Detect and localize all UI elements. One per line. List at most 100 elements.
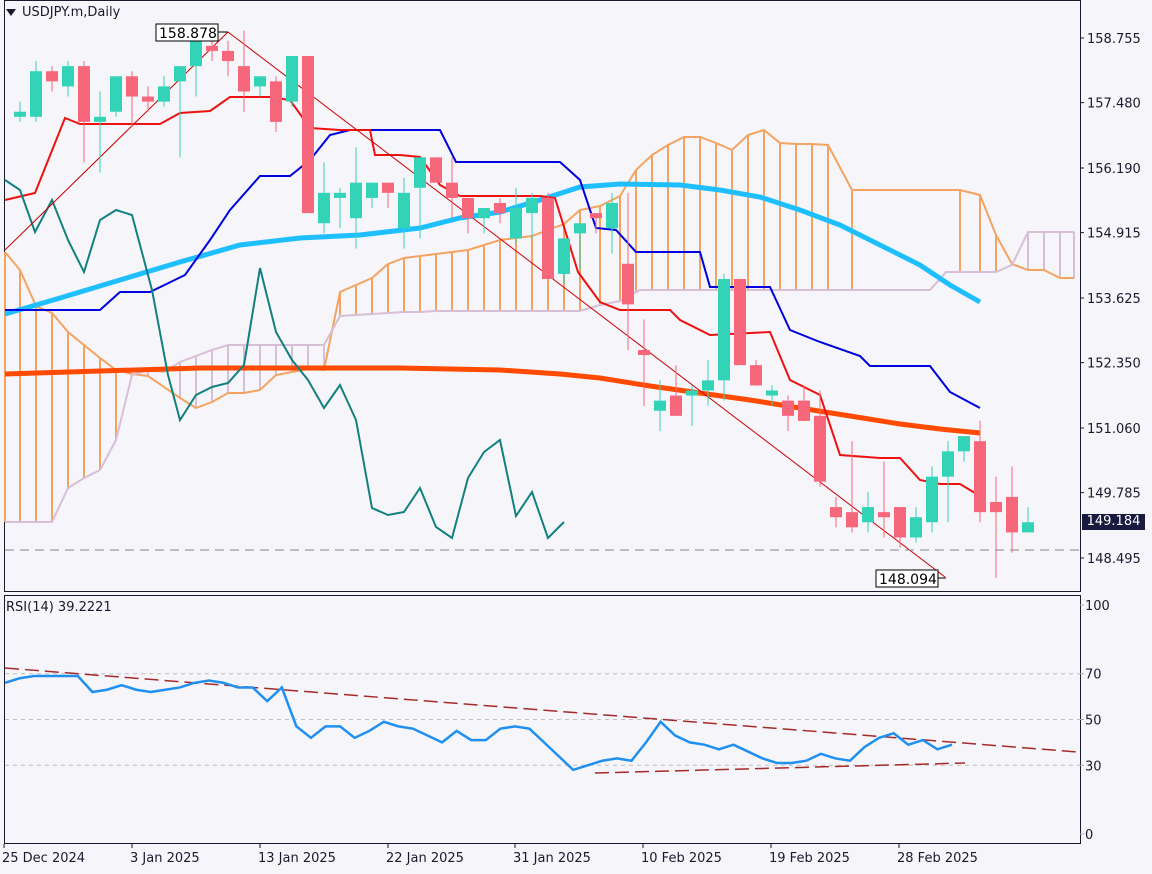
- candle-body[interactable]: [254, 76, 266, 87]
- candle-body[interactable]: [62, 66, 74, 87]
- ma-slow-line: [4, 365, 981, 436]
- candle-body[interactable]: [974, 441, 986, 513]
- candle-body[interactable]: [718, 278, 730, 381]
- downtrend-line: [227, 31, 946, 578]
- candle-body[interactable]: [606, 202, 618, 229]
- candle-body[interactable]: [862, 507, 874, 523]
- candle-body[interactable]: [734, 278, 746, 366]
- candle-body[interactable]: [14, 111, 26, 117]
- low-annotation: 148.094: [879, 572, 937, 588]
- candle-body[interactable]: [638, 349, 650, 356]
- price-axis-label: 152.350: [1087, 357, 1141, 372]
- candle-body[interactable]: [446, 182, 458, 198]
- kijun-sen-line: [5, 129, 981, 409]
- candle-body[interactable]: [926, 476, 938, 523]
- candle-body[interactable]: [542, 197, 554, 279]
- candle-body[interactable]: [1006, 496, 1018, 533]
- chart-title[interactable]: USDJPY.m,Daily: [6, 5, 120, 20]
- candle-body[interactable]: [622, 263, 634, 305]
- triangle-down-icon[interactable]: [6, 9, 16, 16]
- candle-body[interactable]: [398, 192, 410, 229]
- candle-body[interactable]: [830, 507, 842, 518]
- candle-body[interactable]: [206, 45, 218, 51]
- candle-body[interactable]: [462, 197, 474, 219]
- candle-body[interactable]: [366, 182, 378, 198]
- rsi-indicator-label: RSI(14) 39.2221: [6, 600, 112, 615]
- senkou-span-a-line: [4, 128, 1074, 410]
- candle-body[interactable]: [126, 76, 138, 97]
- candle-body[interactable]: [222, 50, 234, 62]
- candle-body[interactable]: [158, 86, 170, 102]
- rsi-axis-label: 70: [1085, 668, 1102, 683]
- candle-body[interactable]: [78, 66, 90, 122]
- candle-body[interactable]: [590, 213, 602, 219]
- candle-body[interactable]: [94, 116, 106, 122]
- candle-body[interactable]: [302, 55, 314, 214]
- high-annotation: 158.878: [159, 26, 217, 42]
- price-axis-label: 151.060: [1087, 422, 1141, 437]
- candle-body[interactable]: [894, 507, 906, 538]
- candle-body[interactable]: [958, 436, 970, 452]
- candle-body[interactable]: [846, 512, 858, 528]
- rsi-line: [4, 674, 953, 772]
- time-axis-label: 28 Feb 2025: [897, 851, 978, 866]
- price-axis-label: 148.495: [1087, 552, 1141, 567]
- candle-body[interactable]: [670, 395, 682, 416]
- candle-body[interactable]: [110, 76, 122, 112]
- candle-body[interactable]: [46, 71, 58, 82]
- candle-body[interactable]: [878, 512, 890, 518]
- candle-body[interactable]: [478, 208, 490, 219]
- candle-body[interactable]: [990, 501, 1002, 513]
- candle-body[interactable]: [782, 400, 794, 416]
- rsi-axis-label: 0: [1085, 828, 1093, 843]
- senkou-span-b-line: [5, 231, 1074, 523]
- candle-body[interactable]: [1022, 522, 1034, 533]
- time-axis-label: 10 Feb 2025: [641, 851, 722, 866]
- time-axis-label: 31 Jan 2025: [513, 851, 591, 866]
- tenkan-sen-line: [4, 96, 981, 497]
- price-axis-label: 149.785: [1087, 487, 1141, 502]
- candle-body[interactable]: [174, 66, 186, 82]
- candle-body[interactable]: [574, 223, 586, 234]
- rsi-support-trendline: [594, 762, 966, 774]
- candle-body[interactable]: [142, 96, 154, 102]
- ma-fast-line: [4, 181, 982, 317]
- time-axis-label: 13 Jan 2025: [258, 851, 336, 866]
- time-axis-label: 25 Dec 2024: [2, 851, 85, 866]
- candle-body[interactable]: [382, 182, 394, 193]
- candle-body[interactable]: [702, 380, 714, 391]
- price-axis-label: 154.915: [1087, 227, 1141, 242]
- candle-body[interactable]: [238, 66, 250, 92]
- candle-body[interactable]: [526, 197, 538, 214]
- candle-body[interactable]: [558, 238, 570, 274]
- candle-body[interactable]: [494, 202, 506, 214]
- candle-body[interactable]: [750, 365, 762, 386]
- candle-body[interactable]: [286, 55, 298, 102]
- rsi-axis-label: 50: [1085, 714, 1102, 729]
- candle-body[interactable]: [910, 517, 922, 538]
- candle-body[interactable]: [686, 390, 698, 396]
- candle-body[interactable]: [766, 390, 778, 396]
- candle-body[interactable]: [334, 192, 346, 198]
- price-axis-label: 157.480: [1087, 97, 1141, 112]
- candle-body[interactable]: [654, 400, 666, 411]
- candle-body[interactable]: [270, 81, 282, 122]
- current-price-tag: 149.184: [1082, 514, 1145, 530]
- candle-body[interactable]: [318, 192, 330, 224]
- time-axis-label: 22 Jan 2025: [386, 851, 464, 866]
- candle-body[interactable]: [30, 71, 42, 117]
- symbol-label: USDJPY.m,Daily: [22, 5, 121, 20]
- time-axis-label: 3 Jan 2025: [130, 851, 200, 866]
- candle-body[interactable]: [350, 182, 362, 219]
- candle-body[interactable]: [510, 208, 522, 239]
- candle-body[interactable]: [430, 157, 442, 183]
- time-axis-label: 19 Feb 2025: [769, 851, 850, 866]
- chikou-span-line: [4, 179, 565, 540]
- candle-body[interactable]: [798, 400, 810, 421]
- candle-body[interactable]: [814, 415, 826, 482]
- candle-body[interactable]: [942, 451, 954, 477]
- candle-body[interactable]: [414, 157, 426, 188]
- uptrend-line: [4, 31, 229, 251]
